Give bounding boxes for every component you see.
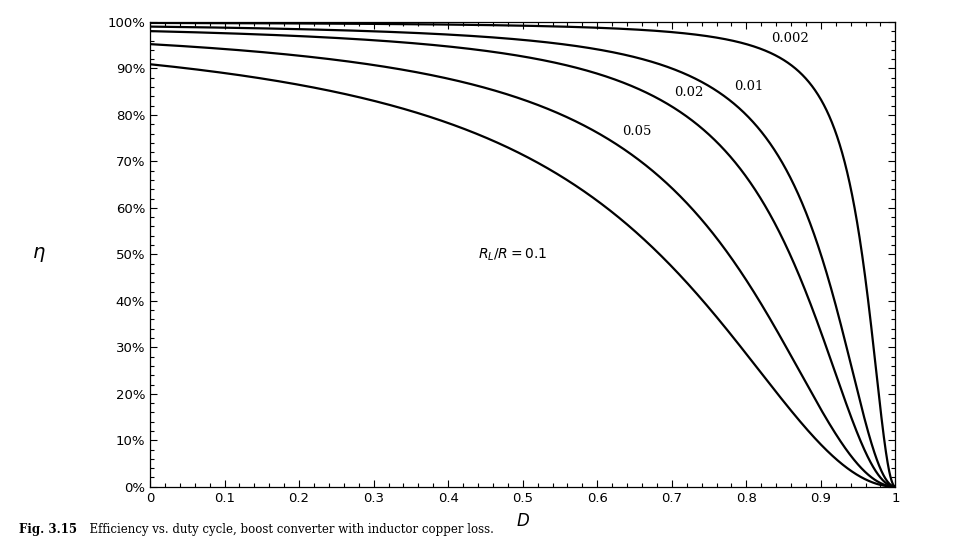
Text: $\eta$: $\eta$ (32, 245, 45, 264)
Text: 0.02: 0.02 (674, 86, 704, 98)
Text: 0.002: 0.002 (771, 32, 808, 45)
Text: 0.01: 0.01 (734, 80, 763, 93)
Text: Fig. 3.15: Fig. 3.15 (19, 523, 77, 536)
Text: $R_L/R = 0.1$: $R_L/R = 0.1$ (478, 246, 548, 262)
Text: 0.05: 0.05 (621, 125, 651, 138)
X-axis label: $D$: $D$ (516, 513, 529, 530)
Text: Efficiency vs. duty cycle, boost converter with inductor copper loss.: Efficiency vs. duty cycle, boost convert… (82, 523, 494, 536)
